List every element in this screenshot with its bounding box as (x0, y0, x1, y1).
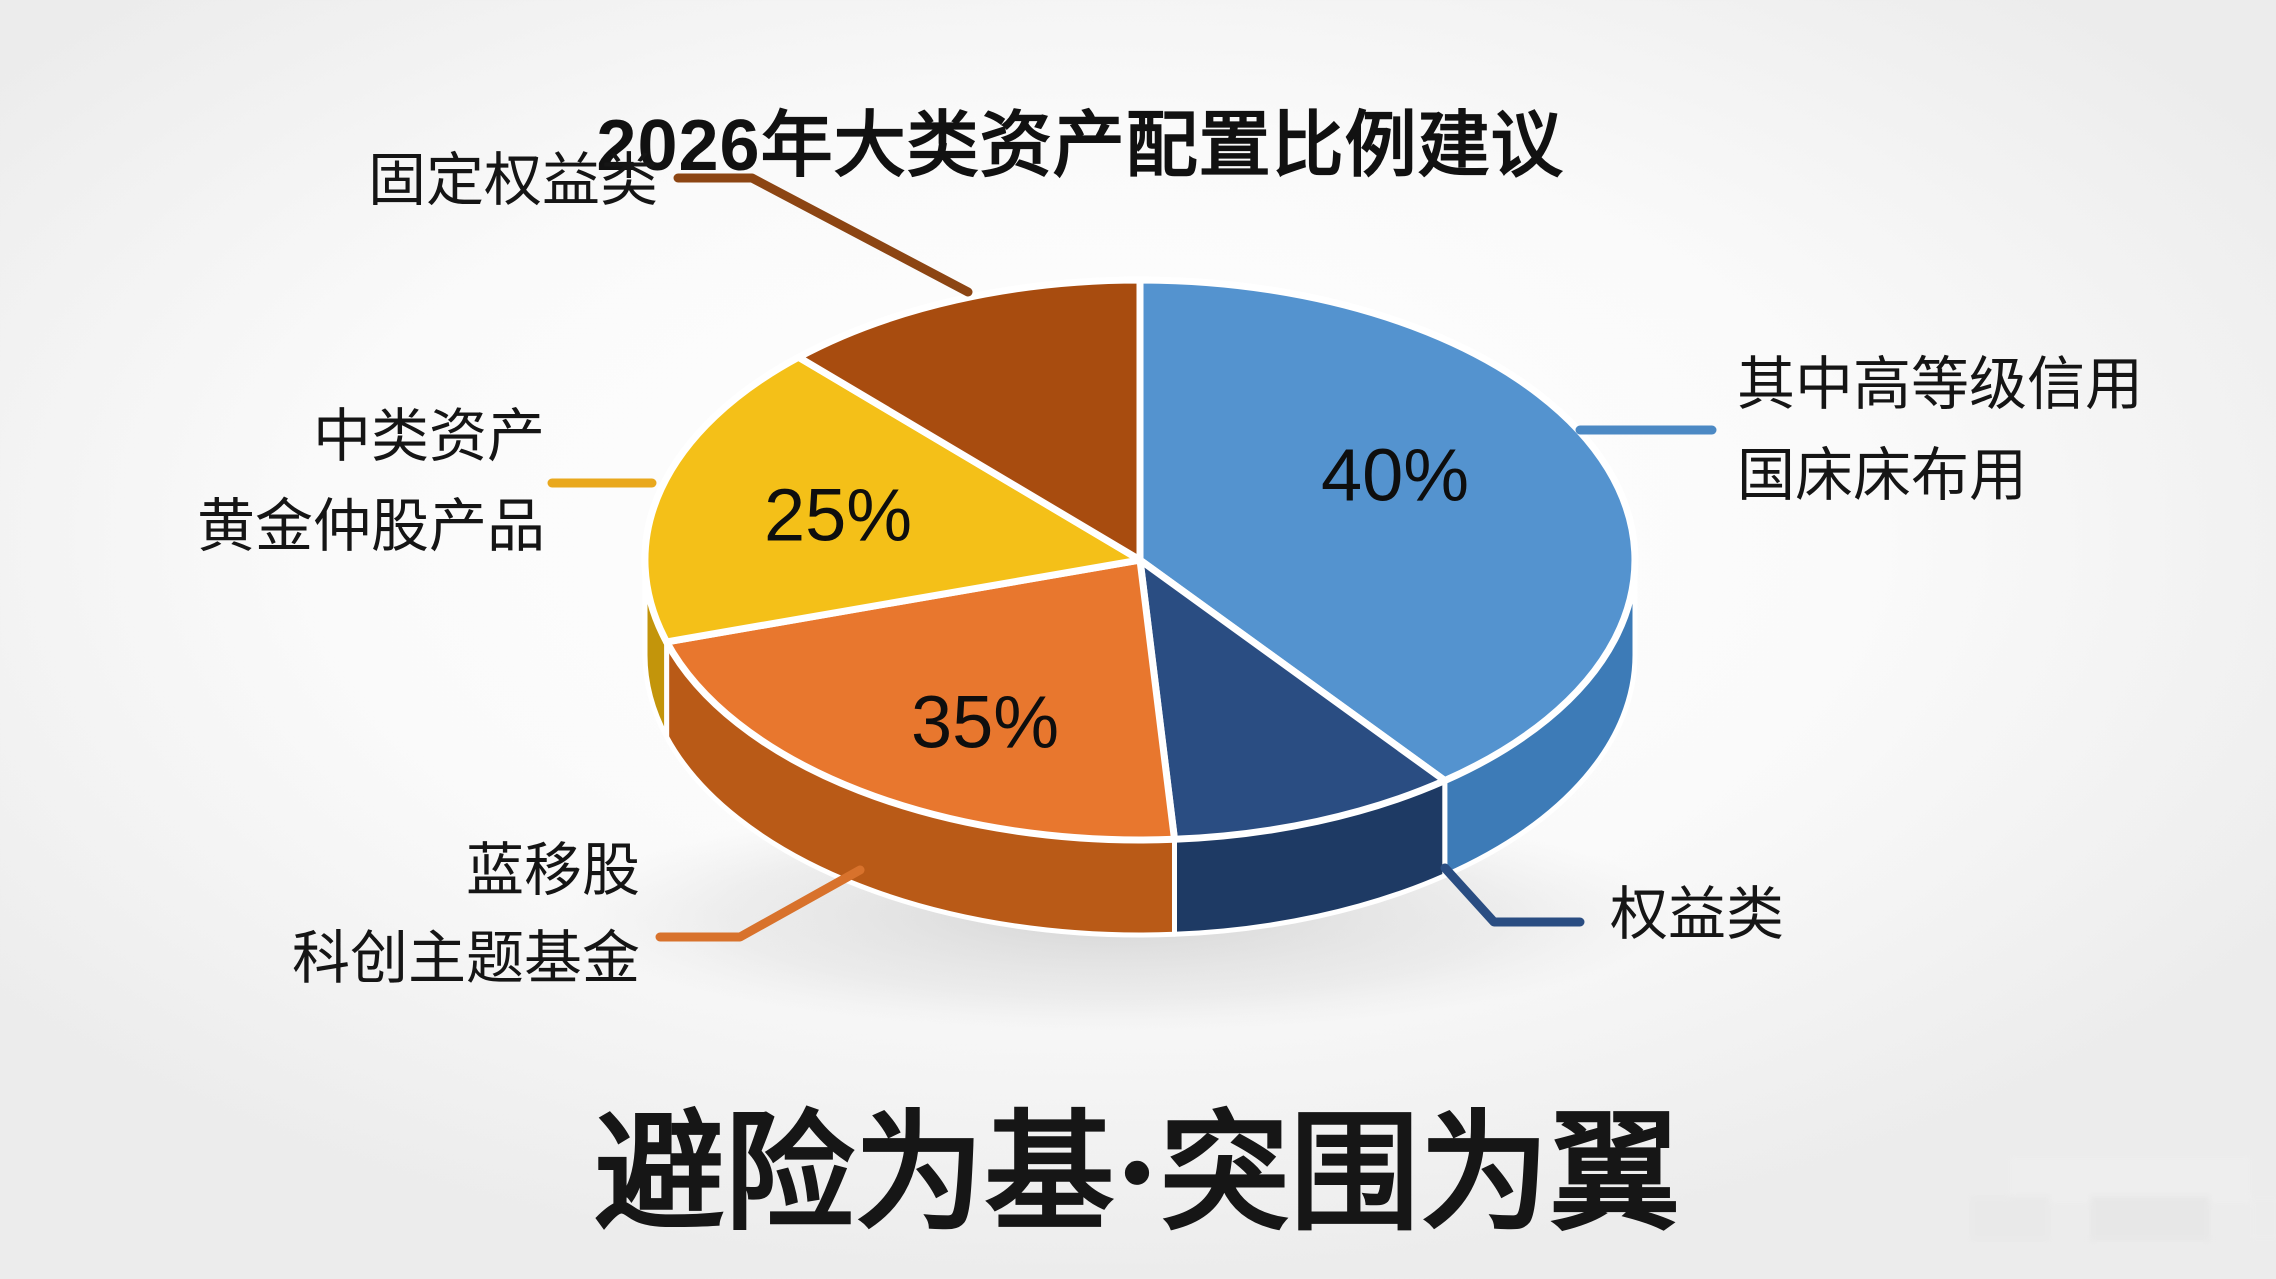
callout-label-equity: 权益类 (1610, 882, 1785, 947)
percent-label-yellow: 25% (763, 473, 913, 557)
watermark-block (2010, 1158, 2250, 1203)
pie-slice-top-4 (795, 276, 1144, 564)
chart-title: 2026年大类资产配置比例建议 (596, 106, 1564, 186)
callout-label-fixed-income: 固定权益类 (367, 148, 658, 213)
percent-label-blue: 40% (1320, 433, 1470, 517)
pie-slice-top-0 (1136, 276, 1639, 785)
watermark-block (2250, 1196, 2276, 1241)
callout-line-1 (1440, 863, 1585, 927)
pie-slice-top-3 (641, 353, 1144, 646)
pie-slice-top-1 (1136, 556, 1449, 843)
callout-label-high-grade-credit-line2: 国床床布用 (1737, 443, 2028, 508)
callout-label-mid-assets-line2: 黄金仲股产品 (196, 494, 545, 559)
watermark-smudge (1950, 1148, 2276, 1253)
callout-label-blue-chip-line1: 蓝移股 (465, 838, 640, 903)
watermark-block (2090, 1196, 2210, 1241)
slogan-text: 避险为基·突围为翼 (594, 1096, 1680, 1249)
callout-label-high-grade-credit-line1: 其中高等级信用 (1737, 352, 2144, 417)
callout-line-2 (655, 865, 865, 942)
callout-label-blue-chip-line2: 科创主题基金 (291, 926, 640, 991)
callout-line-4 (673, 173, 973, 297)
pie-slice-top-2 (663, 556, 1178, 844)
watermark-block (1970, 1196, 2050, 1241)
percent-label-orange: 35% (910, 680, 1060, 764)
callout-label-mid-assets-line1: 中类资产 (312, 404, 545, 469)
